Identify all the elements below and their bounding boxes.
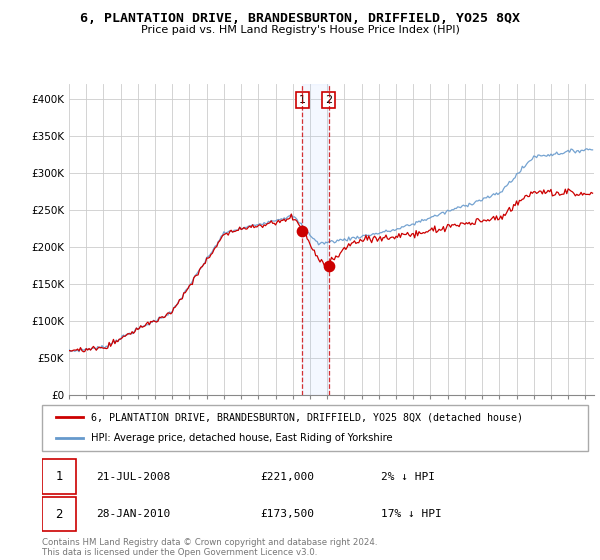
FancyBboxPatch shape	[42, 405, 588, 451]
FancyBboxPatch shape	[42, 459, 76, 494]
Text: £173,500: £173,500	[260, 509, 314, 519]
Point	[298, 227, 307, 236]
Text: Contains HM Land Registry data © Crown copyright and database right 2024.
This d: Contains HM Land Registry data © Crown c…	[42, 538, 377, 557]
Text: 1: 1	[55, 470, 62, 483]
Text: 2: 2	[325, 95, 332, 105]
Text: Price paid vs. HM Land Registry's House Price Index (HPI): Price paid vs. HM Land Registry's House …	[140, 25, 460, 35]
Text: 6, PLANTATION DRIVE, BRANDESBURTON, DRIFFIELD, YO25 8QX (detached house): 6, PLANTATION DRIVE, BRANDESBURTON, DRIF…	[91, 412, 523, 422]
Text: HPI: Average price, detached house, East Riding of Yorkshire: HPI: Average price, detached house, East…	[91, 433, 393, 444]
Text: 28-JAN-2010: 28-JAN-2010	[97, 509, 171, 519]
Text: 2: 2	[55, 507, 62, 521]
FancyBboxPatch shape	[42, 497, 76, 531]
Text: 21-JUL-2008: 21-JUL-2008	[97, 472, 171, 482]
Point	[324, 262, 334, 271]
Text: 17% ↓ HPI: 17% ↓ HPI	[380, 509, 441, 519]
Text: 6, PLANTATION DRIVE, BRANDESBURTON, DRIFFIELD, YO25 8QX: 6, PLANTATION DRIVE, BRANDESBURTON, DRIF…	[80, 12, 520, 25]
Text: 1: 1	[299, 95, 306, 105]
Text: 2% ↓ HPI: 2% ↓ HPI	[380, 472, 434, 482]
Text: £221,000: £221,000	[260, 472, 314, 482]
Bar	[302, 84, 329, 395]
